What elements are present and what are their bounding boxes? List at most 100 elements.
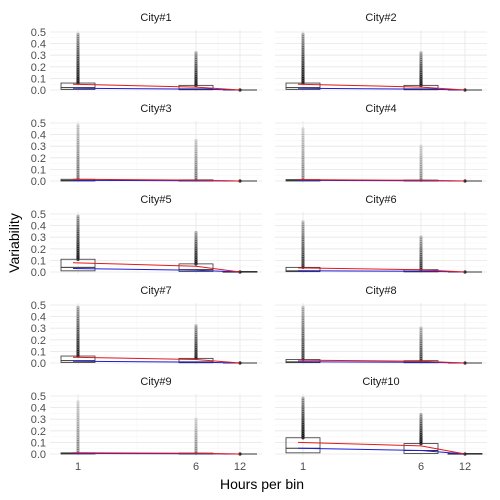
outlier-point: [419, 332, 423, 337]
facet-panel: City#2: [275, 12, 487, 92]
outlier-point: [301, 398, 305, 403]
outlier-point: [419, 158, 423, 162]
blue-series-line: [72, 360, 241, 364]
outlier-point: [76, 214, 80, 219]
outlier-point: [301, 246, 305, 250]
outlier-point: [76, 408, 80, 413]
outlier-point: [301, 158, 305, 162]
red-series-line: [72, 83, 241, 91]
outlier-point: [301, 151, 305, 155]
red-series-line: [297, 83, 466, 91]
outlier-point: [194, 446, 198, 451]
outlier-point: [194, 328, 198, 332]
outlier-point: [301, 327, 305, 331]
outlier-point: [419, 244, 423, 248]
outlier-point: [301, 231, 305, 235]
outlier-point: [194, 167, 198, 171]
outlier-point: [301, 235, 305, 239]
outlier-point: [76, 318, 80, 323]
outlier-point: [194, 138, 198, 143]
outlier-point: [194, 169, 198, 173]
outlier-point: [76, 316, 80, 321]
outlier-point: [301, 162, 305, 166]
facet-title: City#9: [140, 376, 171, 388]
y-tick-label: 0.5: [31, 27, 46, 39]
x-tick-label: 1: [300, 461, 306, 473]
outlier-point: [194, 53, 198, 57]
outlier-point: [301, 250, 305, 254]
outlier-point: [419, 343, 423, 348]
outlier-point: [419, 169, 423, 173]
outlier-point: [301, 140, 305, 144]
x-tick-label: 6: [418, 461, 424, 473]
facet-title: City#5: [140, 194, 171, 206]
outlier-point: [301, 129, 305, 133]
facet-panel: City#3 0.00.10.20.30.40.5: [31, 103, 262, 188]
outlier-point: [76, 223, 80, 227]
outlier-point: [301, 344, 305, 349]
facet-title: City#4: [365, 103, 396, 115]
outlier-point: [194, 158, 198, 162]
blue-series-line: [72, 268, 241, 273]
outlier-point: [76, 321, 80, 325]
outlier-point: [76, 162, 80, 166]
outlier-point: [76, 231, 80, 236]
facet-panel: City#9 0.00.10.20.30.40.5: [31, 376, 262, 461]
facet-panel: City#4: [275, 103, 487, 183]
outlier-point: [76, 448, 80, 453]
red-series-line: [72, 262, 241, 273]
outlier-point: [194, 437, 198, 442]
outlier-point: [194, 435, 198, 439]
outlier-point: [419, 59, 423, 64]
box: [60, 82, 96, 90]
outlier-point: [419, 417, 423, 421]
outlier-point: [419, 55, 423, 59]
blue-series-line: [72, 87, 241, 91]
red-series-line: [72, 356, 241, 364]
box: [178, 84, 214, 91]
outlier-point: [419, 412, 423, 417]
outlier-point: [76, 136, 80, 140]
outlier-point: [194, 431, 198, 435]
outlier-point: [194, 442, 198, 446]
facet-panel: City#6: [275, 194, 487, 274]
outlier-point: [301, 244, 305, 248]
outlier-point: [194, 64, 198, 68]
outlier-point: [301, 146, 305, 151]
outlier-point: [76, 138, 80, 143]
outlier-point: [194, 156, 198, 160]
outlier-point: [76, 323, 80, 327]
outlier-point: [419, 350, 423, 354]
outlier-point: [301, 45, 305, 50]
outlier-point: [194, 51, 198, 55]
outlier-point: [419, 164, 423, 169]
outlier-point: [301, 229, 305, 233]
facet-title: City#1: [140, 12, 171, 24]
outlier-point: [194, 173, 198, 178]
outlier-point: [194, 162, 198, 167]
outlier-point: [76, 145, 80, 149]
y-tick-label: 0.4: [31, 221, 46, 233]
outlier-point: [76, 218, 80, 223]
outlier-point: [301, 320, 305, 325]
outlier-point: [76, 153, 80, 158]
outlier-point: [76, 130, 80, 134]
outlier-point: [76, 32, 80, 37]
y-tick-label: 0.4: [31, 403, 46, 415]
outlier-point: [301, 171, 305, 175]
outlier-point: [76, 305, 80, 310]
outlier-point: [301, 403, 305, 407]
outlier-point: [301, 336, 305, 340]
y-tick-label: 0.0: [31, 358, 46, 370]
outlier-point: [301, 224, 305, 229]
outlier-point: [419, 335, 423, 339]
outlier-point: [76, 134, 80, 138]
outlier-point: [301, 37, 305, 41]
outlier-point: [194, 239, 198, 244]
outlier-point: [76, 413, 80, 417]
outlier-point: [194, 330, 198, 335]
red-series-line: [297, 359, 466, 364]
x-tick-label: 1: [75, 461, 81, 473]
outlier-point: [419, 235, 423, 239]
outlier-point: [76, 166, 80, 171]
